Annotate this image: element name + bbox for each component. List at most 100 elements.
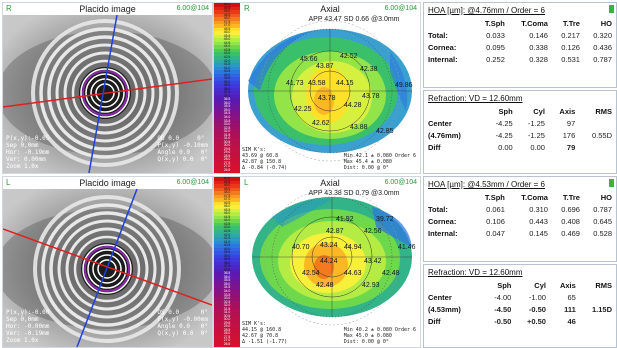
scale-cell: 35.5	[214, 105, 240, 109]
column-header: T.Coma	[521, 18, 548, 28]
scale-cell: 28.0	[214, 158, 240, 162]
map-value-label: 41.73	[286, 80, 304, 87]
row-label: Diff	[428, 316, 441, 326]
scale-cell: 48.5	[214, 13, 240, 18]
eye-indicator: L	[6, 178, 11, 187]
row-label: Cornea:	[428, 216, 457, 226]
scale-cell: 32.5	[214, 126, 240, 131]
scale-cell: 31.0	[214, 137, 240, 141]
placido-info-right: OS 0.0 0° P(x,y) -0.00mm Angle 0.0 0° Q(…	[157, 309, 208, 337]
scale-cell: 35.0	[214, 108, 240, 113]
table-cell: 0.00	[498, 142, 513, 152]
scale-cell: 36.5	[214, 272, 240, 276]
scale-cell: 28.5	[214, 328, 240, 333]
scale-cell: 27.5	[214, 161, 240, 166]
scale-cell: 40.5	[214, 244, 240, 248]
table-cell: 1.15D	[591, 304, 612, 314]
scale-cell: 44.5	[214, 41, 240, 46]
column-header	[426, 191, 473, 203]
results-tables: HOA [µm]: @4.53mm / Order = 6 T.Sph T.Com…	[423, 176, 617, 348]
table-cell: 0.443	[529, 216, 548, 226]
table-header-row: Sph Cyl Axis RMS	[426, 279, 614, 291]
table-cell	[577, 141, 614, 153]
table-cell: 0.061	[486, 204, 505, 214]
scale-cell: 41.5	[214, 62, 240, 67]
placido-stamp: 6.00@104	[176, 5, 209, 12]
scale-cell: 35.5	[214, 279, 240, 283]
map-value-label: 42.52	[340, 53, 358, 60]
placido-image-panel[interactable]: Placido image R 6.00@104 P(x,y):-0.05 Se…	[2, 2, 213, 174]
row-label: Center	[428, 118, 452, 128]
scale-cell: 34.0	[214, 115, 240, 120]
map-value-label: 43.87	[316, 63, 334, 70]
refraction-title: Refraction: VD = 12.60mm	[428, 94, 523, 103]
scale-cell: 29.5	[214, 321, 240, 326]
scale-cell: 50.0	[214, 177, 240, 181]
scale-cell: 27.0	[214, 165, 240, 169]
table-cell: 0.033	[486, 30, 505, 40]
table-cell: 0.106	[486, 216, 505, 226]
scale-cell: 35.0	[214, 282, 240, 287]
scale-cell: 31.5	[214, 133, 240, 138]
scale-cell: 43.5	[214, 48, 240, 53]
table-row: Diff 0.00 0.00 79	[426, 141, 614, 153]
scale-cell: 41.5	[214, 236, 240, 241]
table-cell: 0.55D	[591, 130, 612, 140]
scale-cell: 42.5	[214, 55, 240, 60]
scale-cell: 27.0	[214, 339, 240, 343]
hoa-grid: T.Sph T.Coma T.Tre HO Total: 0.033 0.146 0.217 0…	[426, 17, 614, 65]
scale-cell: 40.5	[214, 70, 240, 74]
table-cell: -0.50	[494, 316, 512, 326]
row-label: (4.76mm)	[428, 130, 461, 140]
table-cell: 0.787	[593, 204, 612, 214]
scale-cell: 48.0	[214, 17, 240, 21]
table-cell: -4.00	[494, 292, 512, 302]
axial-map-panel[interactable]: 50.0 49.5 49.0 48.5 48.0 47.5 47.0 46.5 46.0 45.5…	[213, 2, 421, 174]
placido-info-left: P(x,y):-0.00 Sep 0,0mm Hor: -0.00mm Ver:…	[6, 309, 50, 344]
scale-cell: 34.5	[214, 112, 240, 116]
table-cell: 0.146	[529, 30, 548, 40]
map-value-label: 43.58	[308, 80, 326, 87]
scale-cell: 41.0	[214, 240, 240, 245]
placido-info-left: P(x,y):-0.05 Sep 0,0mm Hor: -0.19mm Ver:…	[6, 135, 50, 170]
scale-cell: 39.0	[214, 80, 240, 85]
scale-cell: 45.0	[214, 38, 240, 42]
scale-cell: 43.0	[214, 226, 240, 230]
map-value-label: 40.70	[292, 244, 310, 251]
scale-cell: 26.5	[214, 342, 240, 347]
table-cell: -4.25	[495, 130, 513, 140]
scale-cell: 44.5	[214, 215, 240, 220]
panel-row-right-eye: Placido image R 6.00@104 P(x,y):-0.05 Se…	[0, 2, 617, 174]
scale-cell: 41.0	[214, 66, 240, 71]
scale-cell: 39.0	[214, 254, 240, 259]
column-header: T.Tre	[562, 192, 580, 202]
scale-cell: 49.5	[214, 6, 240, 11]
scale-cell: 38.0	[214, 87, 240, 92]
map-value-label: 43.24	[320, 242, 338, 249]
table-cell: 0.00	[530, 142, 545, 152]
map-value-label: 42.93	[362, 282, 380, 289]
hoa-title: HOA [µm]: @4.76mm / Order = 6	[428, 6, 545, 15]
column-header: Sph	[497, 280, 512, 290]
scale-cell: 29.0	[214, 325, 240, 329]
table-row: Total: 0.061 0.310 0.696 0.787	[426, 203, 614, 215]
placido-image-panel[interactable]: Placido image L 6.00@104 P(x,y):-0.00 Se…	[2, 176, 213, 348]
axial-map-panel[interactable]: 50.0 49.5 49.0 48.5 48.0 47.5 47.0 46.5 46.0 45.5…	[213, 176, 421, 348]
scale-cell: 32.0	[214, 304, 240, 308]
map-value-label: 41.92	[336, 216, 354, 223]
table-row: Total: 0.033 0.146 0.217 0.320	[426, 29, 614, 41]
scale-cell: 30.5	[214, 314, 240, 319]
refraction-table: Refraction: VD = 12.60mm Sph Cyl Axis RMS Ce…	[423, 264, 617, 348]
map-value-label: 49.86	[395, 82, 413, 89]
scale-cell: 29.5	[214, 147, 240, 152]
table-cell: 0.252	[486, 54, 505, 64]
placido-title: Placido image	[3, 3, 212, 15]
min-max-readout: Min 40.2 ± 0.080 Order 6 Max 45.0 ± 0.08…	[343, 327, 416, 345]
row-label: Diff	[428, 142, 441, 152]
table-cell: 79	[566, 142, 576, 152]
map-value-label: 42.56	[364, 228, 382, 235]
table-cell: 0.408	[561, 216, 580, 226]
scale-cell: 45.0	[214, 212, 240, 216]
row-label: (4.53mm)	[428, 304, 461, 314]
scale-cell: 30.0	[214, 144, 240, 148]
